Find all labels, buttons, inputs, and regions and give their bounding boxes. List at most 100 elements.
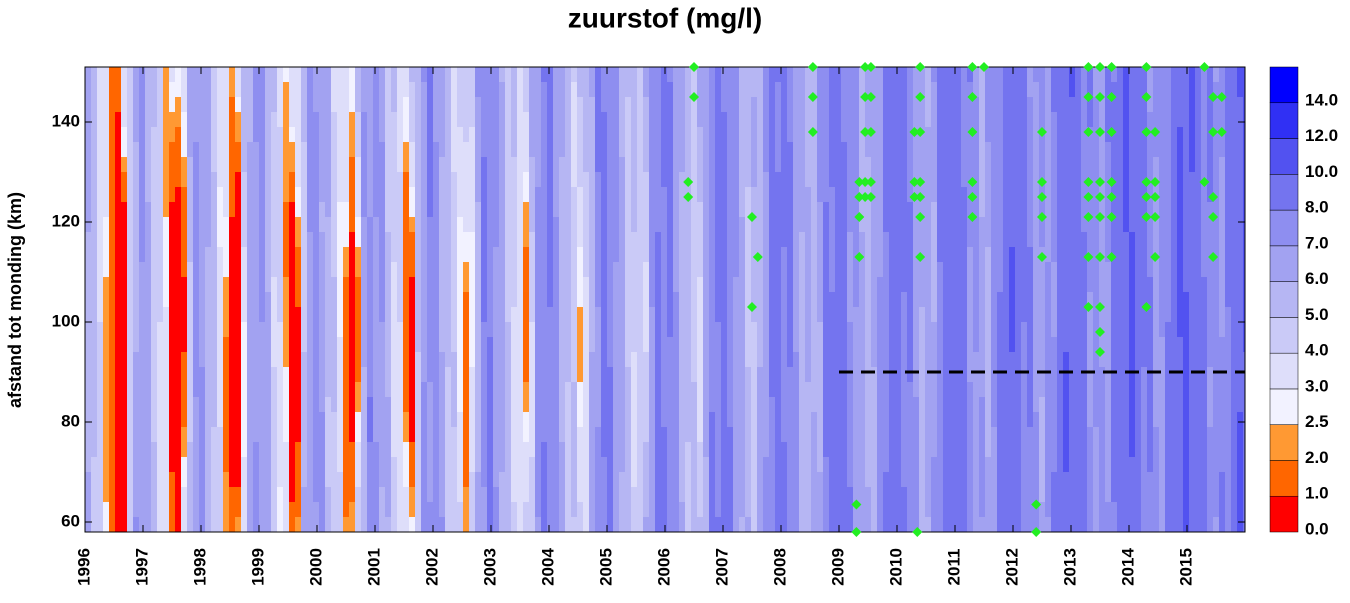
- field-cell: [589, 232, 596, 248]
- field-cell: [1015, 292, 1022, 308]
- field-cell: [505, 112, 512, 128]
- field-cell: [757, 307, 764, 323]
- field-cell: [169, 277, 176, 293]
- field-cell: [205, 487, 212, 503]
- field-cell: [223, 382, 230, 398]
- field-cell: [145, 232, 152, 248]
- field-cell: [97, 412, 104, 428]
- field-cell: [889, 82, 896, 98]
- field-cell: [985, 487, 992, 503]
- field-cell: [511, 262, 518, 278]
- field-cell: [529, 277, 536, 293]
- field-cell: [199, 202, 206, 218]
- field-cell: [619, 262, 626, 278]
- field-cell: [685, 322, 692, 338]
- field-cell: [877, 217, 884, 233]
- field-cell: [703, 82, 710, 98]
- field-cell: [901, 337, 908, 353]
- field-cell: [625, 127, 632, 143]
- field-cell: [487, 337, 494, 353]
- field-cell: [709, 142, 716, 158]
- field-cell: [631, 97, 638, 113]
- field-cell: [331, 202, 338, 218]
- field-cell: [697, 202, 704, 218]
- field-cell: [547, 412, 554, 428]
- field-cell: [751, 352, 758, 368]
- field-cell: [931, 307, 938, 323]
- field-cell: [103, 517, 110, 532]
- field-cell: [247, 337, 254, 353]
- field-cell: [85, 232, 92, 248]
- field-cell: [259, 412, 266, 428]
- field-cell: [853, 202, 860, 218]
- field-cell: [697, 352, 704, 368]
- field-cell: [319, 202, 326, 218]
- field-cell: [349, 232, 356, 248]
- field-cell: [349, 247, 356, 263]
- field-cell: [607, 292, 614, 308]
- field-cell: [97, 517, 104, 532]
- field-cell: [121, 337, 128, 353]
- field-cell: [133, 502, 140, 518]
- field-cell: [559, 517, 566, 532]
- field-cell: [973, 322, 980, 338]
- field-cell: [325, 292, 332, 308]
- field-cell: [739, 82, 746, 98]
- field-cell: [379, 457, 386, 473]
- field-cell: [427, 247, 434, 263]
- field-cell: [583, 217, 590, 233]
- field-cell: [637, 127, 644, 143]
- field-cell: [451, 307, 458, 323]
- field-cell: [277, 487, 284, 503]
- field-cell: [421, 262, 428, 278]
- field-cell: [757, 232, 764, 248]
- field-cell: [481, 187, 488, 203]
- field-cell: [157, 67, 164, 83]
- field-cell: [283, 382, 290, 398]
- field-cell: [223, 67, 230, 83]
- field-cell: [727, 202, 734, 218]
- field-cell: [163, 67, 170, 83]
- field-cell: [697, 502, 704, 518]
- field-cell: [859, 277, 866, 293]
- field-cell: [871, 82, 878, 98]
- field-cell: [253, 397, 260, 413]
- field-cell: [181, 247, 188, 263]
- field-cell: [133, 412, 140, 428]
- field-cell: [139, 202, 146, 218]
- field-cell: [1003, 352, 1010, 368]
- field-cell: [463, 517, 470, 532]
- field-cell: [979, 187, 986, 203]
- field-cell: [547, 517, 554, 532]
- field-cell: [955, 217, 962, 233]
- field-cell: [835, 487, 842, 503]
- field-cell: [997, 112, 1004, 128]
- field-cell: [661, 322, 668, 338]
- field-cell: [271, 502, 278, 518]
- field-cell: [703, 517, 710, 532]
- field-cell: [277, 277, 284, 293]
- field-cell: [307, 487, 314, 503]
- field-cell: [469, 337, 476, 353]
- field-cell: [823, 352, 830, 368]
- field-cell: [181, 112, 188, 128]
- field-cell: [961, 517, 968, 532]
- field-cell: [271, 442, 278, 458]
- field-cell: [217, 127, 224, 143]
- field-cell: [151, 502, 158, 518]
- field-cell: [625, 367, 632, 383]
- field-cell: [439, 352, 446, 368]
- field-cell: [1015, 112, 1022, 128]
- field-cell: [637, 337, 644, 353]
- field-cell: [727, 367, 734, 383]
- field-cell: [151, 202, 158, 218]
- field-cell: [589, 457, 596, 473]
- field-cell: [139, 67, 146, 83]
- field-cell: [649, 217, 656, 233]
- field-cell: [583, 457, 590, 473]
- field-cell: [109, 202, 116, 218]
- field-cell: [337, 427, 344, 443]
- field-cell: [271, 157, 278, 173]
- field-cell: [163, 217, 170, 233]
- field-cell: [541, 367, 548, 383]
